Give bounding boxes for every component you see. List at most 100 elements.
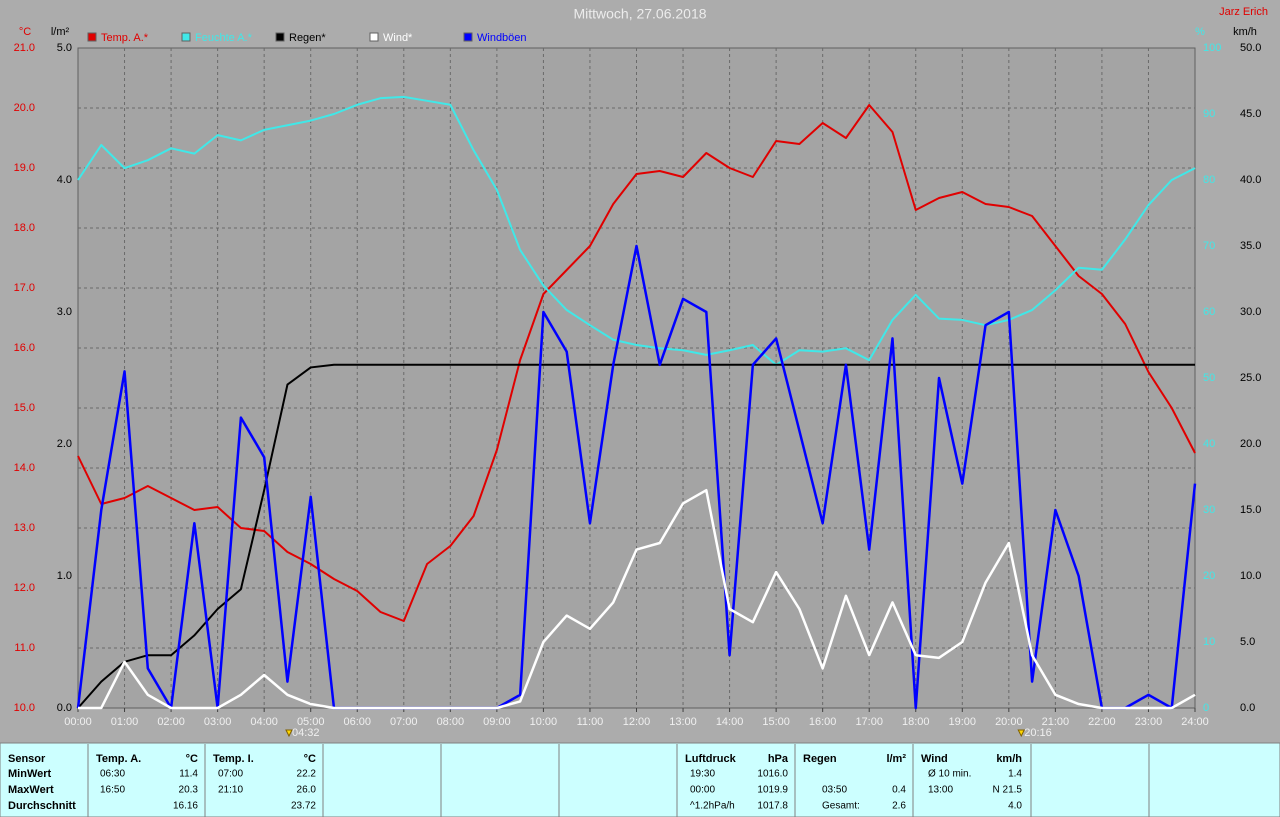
y-tick-label: 3.0 [57, 306, 72, 318]
row-label: MinWert [8, 768, 52, 780]
y-tick-label: 30.0 [1240, 306, 1261, 318]
y-tick-label: 17.0 [14, 282, 35, 294]
stat-value: 20.3 [179, 785, 199, 796]
y-tick-label: 60 [1203, 306, 1215, 318]
group-unit: °C [186, 753, 198, 765]
y-tick-label: 12.0 [14, 582, 35, 594]
group-unit: km/h [996, 753, 1022, 765]
stat-time: 21:10 [218, 785, 243, 796]
axis-unit: % [1195, 26, 1205, 38]
x-tick-label: 22:00 [1088, 716, 1116, 728]
marker-label: 04:32 [292, 727, 320, 739]
stat-time: 00:00 [690, 785, 715, 796]
x-tick-label: 01:00 [111, 716, 139, 728]
stats-panel [0, 742, 1280, 817]
y-tick-label: 4.0 [57, 174, 72, 186]
x-tick-label: 09:00 [483, 716, 511, 728]
x-tick-label: 21:00 [1042, 716, 1070, 728]
x-tick-label: 15:00 [762, 716, 790, 728]
y-tick-label: 16.0 [14, 342, 35, 354]
stat-value: 23.72 [291, 801, 316, 812]
y-tick-label: 0.0 [1240, 702, 1255, 714]
x-tick-label: 23:00 [1135, 716, 1163, 728]
y-tick-label: 50.0 [1240, 42, 1261, 54]
series-line [77, 104, 1196, 622]
y-tick-label: 1.0 [57, 570, 72, 582]
legend-label: Temp. A.* [101, 32, 149, 44]
y-tick-label: 25.0 [1240, 372, 1261, 384]
y-tick-label: 40 [1203, 438, 1215, 450]
y-tick-label: 10.0 [14, 702, 35, 714]
row-label: Sensor [8, 753, 46, 765]
x-tick-label: 18:00 [902, 716, 930, 728]
author: Jarz Erich [1219, 6, 1268, 18]
y-tick-label: 10.0 [1240, 570, 1261, 582]
x-tick-label: 03:00 [204, 716, 232, 728]
x-tick-label: 06:00 [343, 716, 371, 728]
y-tick-label: 45.0 [1240, 108, 1261, 120]
x-tick-label: 02:00 [157, 716, 185, 728]
stat-value: 16.16 [173, 801, 198, 812]
y-tick-label: 5.0 [57, 42, 72, 54]
y-tick-label: 14.0 [14, 462, 35, 474]
marker-icon [285, 729, 293, 738]
x-tick-label: 08:00 [437, 716, 465, 728]
stat-time: ^1.2hPa/h [690, 801, 735, 812]
legend-swatch [87, 32, 97, 42]
legend-swatch [463, 32, 473, 42]
stat-time: 13:00 [928, 785, 953, 796]
group-title: Temp. I. [213, 753, 254, 765]
chart-title: Mittwoch, 27.06.2018 [573, 6, 706, 22]
y-tick-label: 20.0 [1240, 438, 1261, 450]
y-tick-label: 18.0 [14, 222, 35, 234]
y-tick-label: 5.0 [1240, 636, 1255, 648]
legend-label: Regen* [289, 32, 326, 44]
stat-value: 1.4 [1008, 769, 1022, 780]
y-tick-label: 30 [1203, 504, 1215, 516]
group-unit: °C [304, 753, 316, 765]
y-tick-label: 80 [1203, 174, 1215, 186]
series-line [77, 363, 1195, 709]
legend-swatch [275, 32, 285, 42]
group-title: Luftdruck [685, 753, 737, 765]
legend-label: Feuchte A.* [195, 32, 253, 44]
x-tick-label: 05:00 [297, 716, 325, 728]
y-tick-label: 21.0 [14, 42, 35, 54]
x-tick-label: 07:00 [390, 716, 418, 728]
stat-value: 26.0 [297, 785, 317, 796]
y-tick-label: 70 [1203, 240, 1215, 252]
legend-swatch [181, 32, 191, 42]
y-tick-label: 35.0 [1240, 240, 1261, 252]
x-tick-label: 11:00 [577, 716, 604, 728]
stat-value: N 21.5 [993, 785, 1023, 796]
x-tick-label: 13:00 [669, 716, 697, 728]
marker-label: 20:16 [1024, 727, 1052, 739]
y-tick-label: 50 [1203, 372, 1215, 384]
stat-time: Gesamt: [822, 801, 860, 812]
stat-value: 2.6 [892, 801, 906, 812]
legend-swatch [369, 32, 379, 42]
y-tick-label: 0.0 [57, 702, 72, 714]
y-tick-label: 15.0 [14, 402, 35, 414]
y-tick-label: 10 [1203, 636, 1215, 648]
y-tick-label: 11.0 [14, 642, 35, 654]
stat-value: 1017.8 [757, 801, 788, 812]
stat-time: 06:30 [100, 769, 125, 780]
y-tick-label: 100 [1203, 42, 1221, 54]
x-tick-label: 17:00 [855, 716, 883, 728]
y-tick-label: 20.0 [14, 102, 35, 114]
y-tick-label: 40.0 [1240, 174, 1261, 186]
y-tick-label: 20 [1203, 570, 1215, 582]
x-tick-label: 00:00 [64, 716, 92, 728]
axis-unit: km/h [1233, 26, 1257, 38]
x-tick-label: 12:00 [623, 716, 651, 728]
y-tick-label: 19.0 [14, 162, 35, 174]
stat-value: 4.0 [1008, 801, 1022, 812]
axis-unit: °C [19, 26, 31, 38]
row-label: Durchschnitt [8, 800, 76, 812]
stat-value: 22.2 [297, 769, 317, 780]
x-tick-label: 04:00 [250, 716, 278, 728]
series-line [76, 244, 1197, 710]
